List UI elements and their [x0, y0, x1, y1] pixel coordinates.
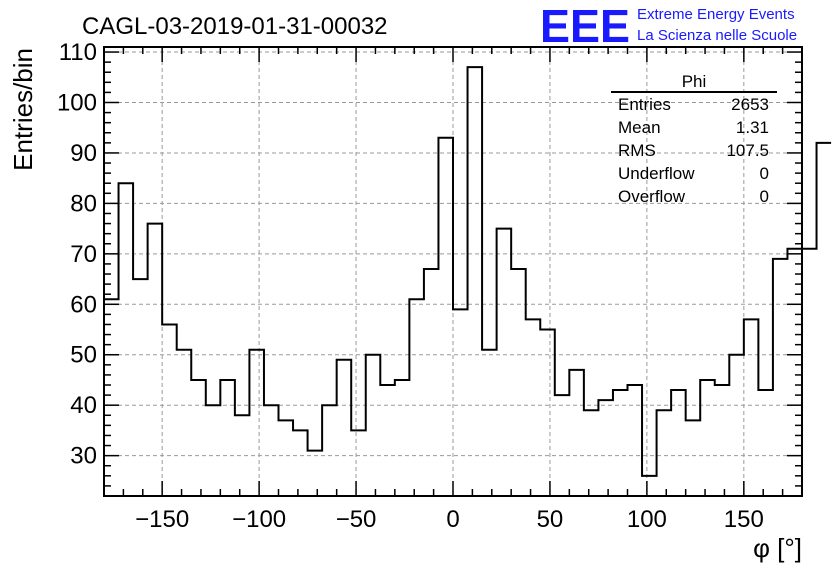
x-tick-label: −150 — [135, 506, 189, 533]
y-tick-label: 70 — [70, 241, 97, 268]
stats-title: Phi — [682, 72, 707, 91]
eee-logo: EEE — [540, 0, 630, 52]
stats-value-rms: 107.5 — [726, 141, 769, 160]
stats-value-mean: 1.31 — [736, 118, 769, 137]
y-tick-label: 90 — [70, 140, 97, 167]
stats-label-entries: Entries — [618, 95, 671, 114]
x-tick-label: 50 — [537, 506, 564, 533]
logo-line-2: La Scienza nelle Scuole — [637, 27, 797, 44]
x-tick-label: −50 — [336, 506, 377, 533]
run-title: CAGL-03-2019-01-31-00032 — [82, 13, 388, 40]
x-tick-label: −100 — [232, 506, 286, 533]
histogram-layer — [104, 66, 832, 477]
x-tick-label: 0 — [446, 506, 459, 533]
stats-value-underflow: 0 — [760, 164, 769, 183]
y-tick-label: 110 — [59, 39, 97, 66]
y-tick-label: 40 — [70, 392, 97, 419]
y-tick-label: 100 — [57, 89, 97, 116]
stats-label-mean: Mean — [618, 118, 661, 137]
y-axis-title: Entries/bin — [8, 48, 38, 171]
x-axis-title: φ [°] — [753, 533, 802, 563]
y-tick-label: 30 — [70, 443, 97, 470]
stats-value-entries: 2653 — [731, 95, 769, 114]
stats-box: Phi Entries 2653 Mean 1.31 RMS 107.5 Und… — [611, 72, 777, 206]
stats-label-overflow: Overflow — [618, 187, 686, 206]
y-tick-label: 50 — [70, 342, 97, 369]
stats-label-underflow: Underflow — [618, 164, 695, 183]
stats-value-overflow: 0 — [760, 187, 769, 206]
x-tick-label: 150 — [724, 506, 764, 533]
x-tick-label: 100 — [627, 506, 667, 533]
axis-layer: −150 −100 −50 0 50 100 150 30 40 50 60 70 80 90 100 110 — [57, 39, 803, 533]
stats-label-rms: RMS — [618, 141, 656, 160]
histogram-outline — [104, 66, 832, 477]
y-tick-label: 60 — [70, 291, 97, 318]
logo-line-1: Extreme Energy Events — [637, 6, 795, 23]
y-tick-label: 80 — [70, 190, 97, 217]
